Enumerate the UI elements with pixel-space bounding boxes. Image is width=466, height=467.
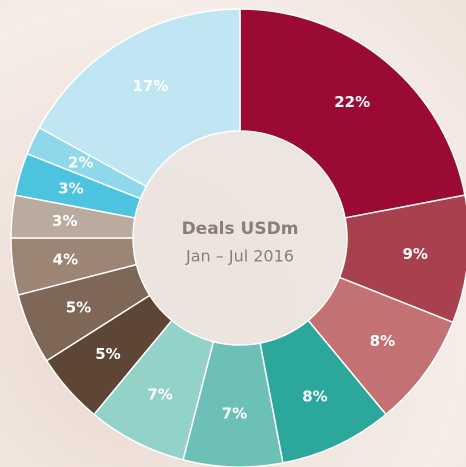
- data-label: 8%: [302, 388, 327, 406]
- data-label: 22%: [334, 93, 370, 111]
- data-label: 2%: [68, 154, 93, 172]
- data-label: 5%: [95, 345, 120, 363]
- data-label: 7%: [147, 385, 172, 403]
- page: Deals USDm Jan – Jul 2016 17% 2% 3% 3% 4% 5% 5…: [0, 0, 466, 467]
- data-label: 7%: [222, 404, 247, 422]
- chart-title: Deals USDm: [182, 219, 299, 239]
- data-label: 5%: [66, 298, 91, 316]
- chart: Deals USDm Jan – Jul 2016 17% 2% 3% 3% 4% 5% 5…: [0, 0, 466, 467]
- chart-subtitle: Jan – Jul 2016: [185, 247, 294, 266]
- data-label: 9%: [402, 245, 427, 263]
- data-label: 3%: [52, 212, 77, 230]
- data-label: 8%: [370, 332, 395, 350]
- data-label: 4%: [53, 251, 78, 269]
- data-label: 17%: [132, 77, 168, 95]
- data-label: 3%: [58, 179, 83, 197]
